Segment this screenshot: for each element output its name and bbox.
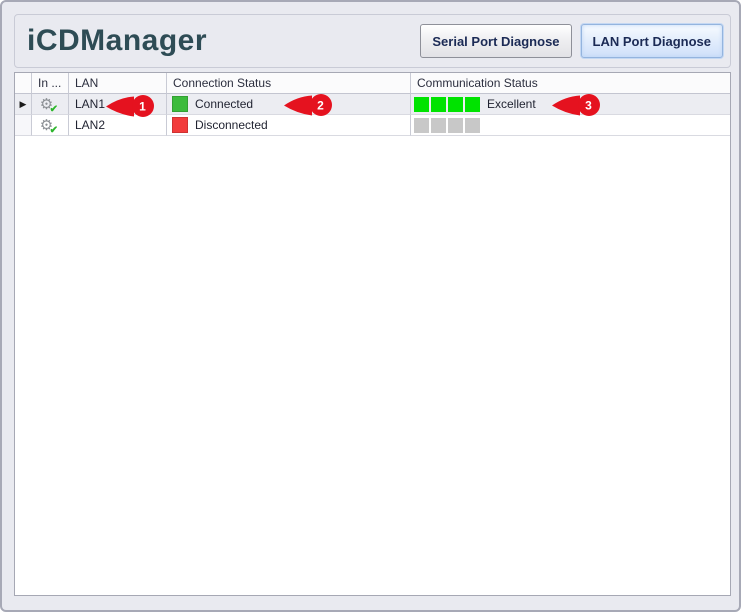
signal-bar bbox=[414, 96, 429, 112]
annotation-callout-1: 1 bbox=[105, 93, 157, 118]
connection-status-label: Connected bbox=[195, 97, 254, 111]
annotation-number: 3 bbox=[585, 99, 592, 113]
signal-bar bbox=[414, 117, 429, 133]
column-header-in[interactable]: In ... bbox=[32, 73, 69, 94]
column-header-connection-status[interactable]: Connection Status bbox=[167, 73, 411, 94]
current-row-arrow-icon: ▶ bbox=[19, 98, 27, 109]
row-selector-cell[interactable] bbox=[15, 115, 32, 136]
table-cell-lan-name[interactable]: LAN2 bbox=[69, 115, 167, 136]
signal-bars bbox=[414, 96, 480, 112]
connection-status-square bbox=[172, 96, 188, 112]
annotation-number: 2 bbox=[317, 99, 324, 113]
signal-bar bbox=[448, 96, 463, 112]
lan-status-table: In ... LAN Connection Status Communicati… bbox=[14, 72, 731, 596]
gear-icon: ⚙ bbox=[39, 116, 54, 134]
connection-status-square bbox=[172, 117, 188, 133]
column-header-lan[interactable]: LAN bbox=[69, 73, 167, 94]
table-cell-connection-status[interactable]: Disconnected bbox=[167, 115, 411, 136]
check-icon: ✔ bbox=[49, 124, 58, 136]
connection-status-label: Disconnected bbox=[195, 118, 268, 132]
page-title: iCDManager bbox=[27, 24, 208, 57]
table-cell-in[interactable]: ⚙ ✔ bbox=[32, 115, 69, 136]
table-cell-in[interactable]: ⚙ ✔ bbox=[32, 94, 69, 115]
communication-status-label: Excellent bbox=[487, 97, 536, 111]
serial-port-diagnose-button[interactable]: Serial Port Diagnose bbox=[420, 24, 572, 58]
gear-icon: ⚙ bbox=[39, 95, 54, 113]
signal-bar bbox=[448, 117, 463, 133]
settings-check-icon: ⚙ ✔ bbox=[38, 95, 58, 115]
row-selector-cell[interactable]: ▶ bbox=[15, 94, 32, 115]
signal-bars bbox=[414, 117, 480, 133]
annotation-number: 1 bbox=[139, 100, 146, 114]
header-buttons: Serial Port Diagnose LAN Port Diagnose bbox=[420, 24, 723, 58]
annotation-callout-3: 3 bbox=[551, 92, 603, 117]
settings-check-icon: ⚙ ✔ bbox=[38, 116, 58, 136]
signal-bar bbox=[465, 96, 480, 112]
check-icon: ✔ bbox=[49, 103, 58, 115]
column-header-communication-status[interactable]: Communication Status bbox=[411, 73, 730, 94]
header-panel: iCDManager Serial Port Diagnose LAN Port… bbox=[14, 14, 731, 68]
signal-bar bbox=[431, 117, 446, 133]
column-header-row-indicator bbox=[15, 73, 32, 94]
lan-port-diagnose-button[interactable]: LAN Port Diagnose bbox=[580, 24, 723, 58]
signal-bar bbox=[465, 117, 480, 133]
annotation-callout-2: 2 bbox=[283, 92, 335, 117]
signal-bar bbox=[431, 96, 446, 112]
table-cell-communication-status[interactable] bbox=[411, 115, 730, 136]
